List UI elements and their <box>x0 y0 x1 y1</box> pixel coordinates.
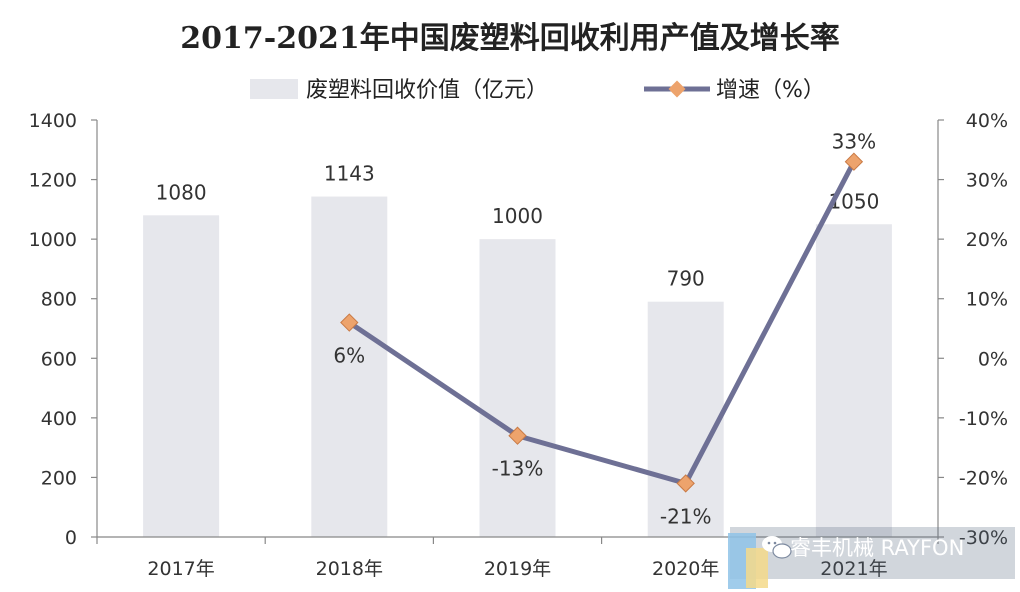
rate-value-label: 33% <box>832 130 876 154</box>
plot-area: 0 200 400 600 800 1000 1200 1400 -30% -20% -10% 0% 1… <box>29 110 1008 580</box>
x-tick-label: 2018年 <box>316 558 383 580</box>
y-left-tick-label: 0 <box>65 527 77 549</box>
rate-value-label: 6% <box>333 344 365 368</box>
x-tick-label: 2017年 <box>147 558 214 580</box>
y-right-tick-label: 0% <box>978 348 1008 370</box>
wechat-icon <box>762 536 792 559</box>
rate-marker <box>508 426 527 445</box>
y-right-tick-label: 30% <box>966 170 1008 192</box>
legend-swatch-bar <box>250 79 298 99</box>
bar <box>647 301 724 537</box>
x-tick-label: 2020年 <box>652 558 719 580</box>
y-right-tick-label: 20% <box>966 229 1008 251</box>
legend: 废塑料回收价值（亿元） 增速（%） <box>250 78 825 103</box>
legend-label-line: 增速（%） <box>716 78 825 103</box>
bar-value-label: 1143 <box>324 162 375 186</box>
chart-title: 2017-2021年中国废塑料回收利用产值及增长率 <box>180 21 839 56</box>
watermark: 睿丰机械 RAYFON <box>728 527 1015 589</box>
watermark-text: 睿丰机械 RAYFON <box>790 536 964 560</box>
legend-swatch-marker <box>668 80 686 98</box>
y-right-tick-label: 40% <box>966 110 1008 132</box>
y-right-tick-label: -30% <box>959 527 1008 549</box>
bar <box>479 239 556 537</box>
rate-value-label: -21% <box>660 504 712 528</box>
legend-label-bar: 废塑料回收价值（亿元） <box>306 78 548 103</box>
y-left-tick-label: 200 <box>41 467 77 489</box>
bar-value-label: 790 <box>667 267 705 291</box>
bar <box>143 215 220 538</box>
x-tick-label: 2021年 <box>820 558 887 580</box>
rate-marker <box>676 474 695 493</box>
y-left-tick-label: 800 <box>41 289 77 311</box>
bar <box>815 224 892 537</box>
y-left-tick-label: 400 <box>41 408 77 430</box>
bar <box>311 196 388 537</box>
rate-marker <box>844 152 864 171</box>
rate-marker <box>340 313 359 332</box>
bar-value-label: 1080 <box>156 180 207 204</box>
y-left-tick-label: 1400 <box>29 110 77 132</box>
bar-value-label: 1000 <box>492 204 543 228</box>
rate-value-label: -13% <box>492 457 544 481</box>
y-left-tick-label: 600 <box>41 348 77 370</box>
y-left-tick-label: 1000 <box>29 229 77 251</box>
watermark-logo-accent <box>746 548 768 588</box>
x-tick-label: 2019年 <box>484 558 551 580</box>
y-right-tick-label: 10% <box>966 289 1008 311</box>
y-right-tick-label: -20% <box>959 467 1008 489</box>
rate-line <box>347 160 857 486</box>
y-left-tick-label: 1200 <box>29 170 77 192</box>
y-right-tick-label: -10% <box>959 408 1008 430</box>
